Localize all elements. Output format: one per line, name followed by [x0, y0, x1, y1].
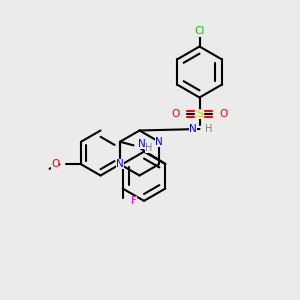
- Text: Cl: Cl: [194, 26, 205, 37]
- Text: H: H: [145, 143, 152, 153]
- Text: N: N: [189, 124, 196, 134]
- Text: O: O: [172, 109, 180, 119]
- Text: N: N: [116, 159, 124, 169]
- Text: H: H: [205, 124, 212, 134]
- Text: N: N: [138, 139, 146, 149]
- Text: N: N: [155, 137, 163, 147]
- Text: F: F: [130, 196, 136, 206]
- Text: O: O: [51, 159, 59, 169]
- Text: S: S: [196, 109, 203, 119]
- Text: O: O: [219, 109, 227, 119]
